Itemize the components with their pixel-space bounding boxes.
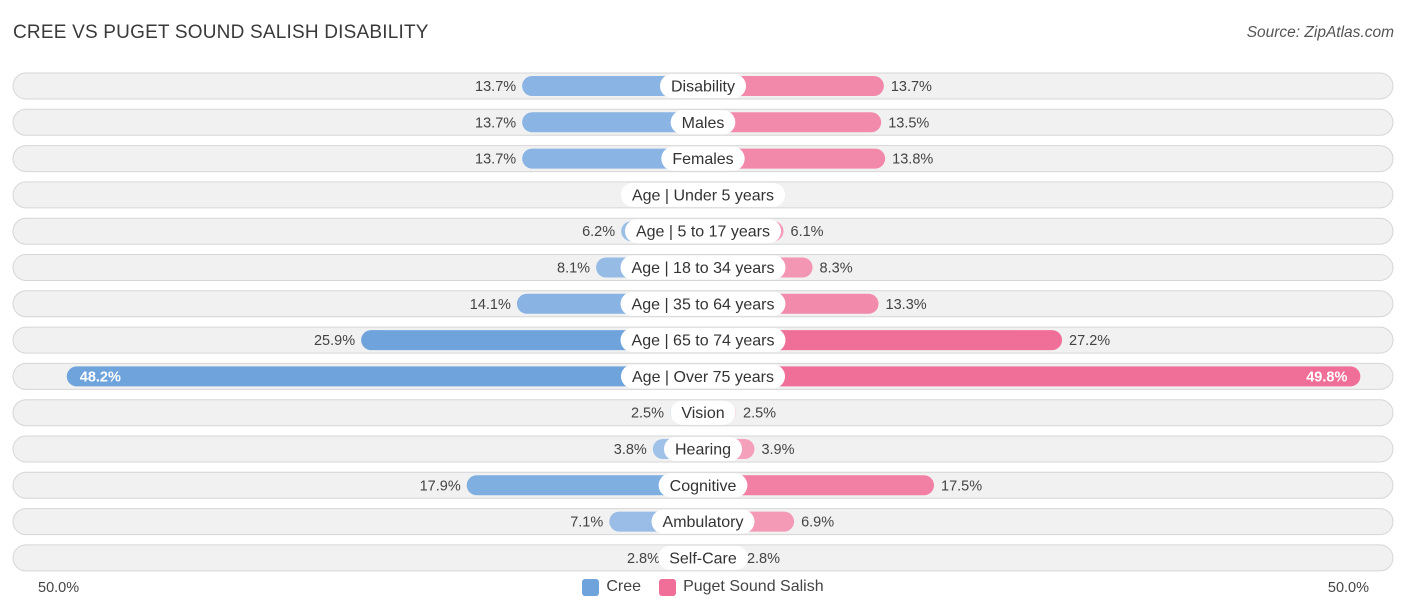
value-label-salish: 13.3%: [886, 297, 927, 313]
bar-salish: [693, 330, 1063, 351]
category-label: Age | 18 to 34 years: [632, 260, 775, 277]
category-label: Self-Care: [669, 550, 737, 567]
category-label: Age | 5 to 17 years: [636, 224, 770, 241]
chart-row[interactable]: 13.7% 13.7% Disability: [12, 72, 1394, 100]
value-label-cree: 13.7%: [475, 115, 516, 131]
value-label-cree: 25.9%: [314, 333, 355, 349]
legend-swatch-cree: [582, 578, 600, 596]
legend-item-salish[interactable]: Puget Sound Salish: [659, 578, 824, 596]
category-pill: [659, 74, 747, 98]
legend-label-salish: Puget Sound Salish: [683, 578, 824, 595]
value-label-salish: 2.5%: [743, 406, 776, 422]
value-label-salish: 27.2%: [1069, 333, 1110, 349]
category-pill: [663, 437, 743, 461]
chart-row[interactable]: 1.4%0.97%Age | Under 5 years: [12, 181, 1394, 209]
chart-row[interactable]: 48.2% 49.8% Age | Over 75 years: [12, 362, 1394, 390]
chart-row[interactable]: 2.5% 2.5% Vision: [12, 399, 1394, 427]
value-label-cree: 13.7%: [475, 152, 516, 168]
chart-row[interactable]: 17.9% 17.5% Cognitive: [12, 471, 1394, 499]
category-pill: [620, 328, 786, 353]
value-label-cree: 13.7%: [475, 79, 516, 95]
value-label-salish: 8.3%: [820, 261, 853, 277]
source-label: Source: ZipAtlas.com: [1246, 24, 1394, 41]
value-label-cree: 8.1%: [557, 261, 590, 277]
legend-swatch-salish: [659, 578, 677, 596]
chart-row[interactable]: 8.1% 8.3% Age | 18 to 34 years: [12, 254, 1394, 281]
axis-right-label: 50.0%: [1327, 580, 1369, 596]
category-label: Females: [672, 151, 733, 168]
category-label: Cognitive: [670, 478, 737, 495]
chart-row[interactable]: 13.7% 13.8% Females: [12, 145, 1394, 173]
category-label: Age | Over 75 years: [632, 369, 774, 386]
bar-cree: [466, 475, 713, 496]
value-label-salish: 6.9%: [801, 515, 834, 531]
category-label: Disability: [671, 79, 735, 96]
value-label-cree: 7.1%: [570, 515, 603, 531]
category-label: Age | 65 to 74 years: [632, 333, 775, 350]
legend-label-cree: Cree: [606, 578, 642, 595]
axis-left-label: 50.0%: [38, 580, 80, 596]
category-label: Age | 35 to 64 years: [632, 296, 775, 313]
value-label-cree: 2.8%: [627, 551, 660, 567]
bar-salish: [693, 475, 934, 496]
bar-cree: [66, 366, 713, 387]
category-pill: [620, 291, 786, 316]
category-pill: [620, 182, 786, 207]
bar-cree: [522, 112, 713, 133]
value-label-salish: 13.7%: [891, 79, 932, 95]
category-pill: [661, 146, 745, 171]
chart-row[interactable]: 14.1% 13.3% Age | 35 to 64 years: [12, 290, 1394, 318]
value-label-salish: 2.8%: [747, 551, 780, 567]
category-label: Ambulatory: [663, 514, 744, 531]
category-label: Hearing: [675, 442, 731, 459]
chart-title: CREE VS PUGET SOUND SALISH DISABILITY: [13, 22, 429, 43]
category-pill: [621, 364, 785, 389]
value-label-cree: 6.2%: [582, 224, 615, 240]
bar-salish: [693, 366, 1361, 387]
value-label-salish: 49.8%: [1306, 369, 1347, 385]
value-label-cree: 48.2%: [80, 369, 121, 385]
value-label-salish: 13.5%: [888, 115, 929, 131]
value-label-cree: 17.9%: [420, 478, 461, 494]
value-label-cree: 3.8%: [614, 442, 647, 458]
category-label: Vision: [681, 405, 724, 422]
bar-salish: [693, 112, 882, 133]
legend-item-cree[interactable]: Cree: [582, 578, 641, 596]
category-label: Males: [682, 115, 725, 132]
value-label-salish: 6.1%: [791, 224, 824, 240]
chart-row[interactable]: 2.8% 2.8% Self-Care: [12, 544, 1394, 572]
chart-row[interactable]: 7.1% 6.9% Ambulatory: [12, 508, 1394, 536]
chart-row[interactable]: 13.7% 13.5% Males: [12, 108, 1394, 136]
chart-row[interactable]: 3.8% 3.9% Hearing: [12, 435, 1394, 463]
value-label-salish: 13.8%: [892, 152, 933, 168]
category-pill: [658, 473, 748, 498]
category-pill: [620, 255, 786, 280]
chart-row[interactable]: 25.9% 27.2% Age | 65 to 74 years: [12, 326, 1394, 354]
category-pill: [670, 400, 736, 425]
value-label-cree: 14.1%: [470, 297, 511, 313]
value-label-salish: 17.5%: [941, 478, 982, 494]
category-pill: [658, 545, 748, 570]
chart-row[interactable]: 6.2% 6.1% Age | 5 to 17 years: [12, 217, 1394, 245]
legend: Cree Puget Sound Salish: [0, 578, 1406, 596]
category-pill: [651, 509, 755, 534]
category-pill: [624, 219, 782, 244]
category-label: Age | Under 5 years: [632, 187, 774, 204]
value-label-cree: 2.5%: [631, 406, 664, 422]
category-pill: [670, 110, 736, 135]
value-label-salish: 3.9%: [761, 442, 794, 458]
